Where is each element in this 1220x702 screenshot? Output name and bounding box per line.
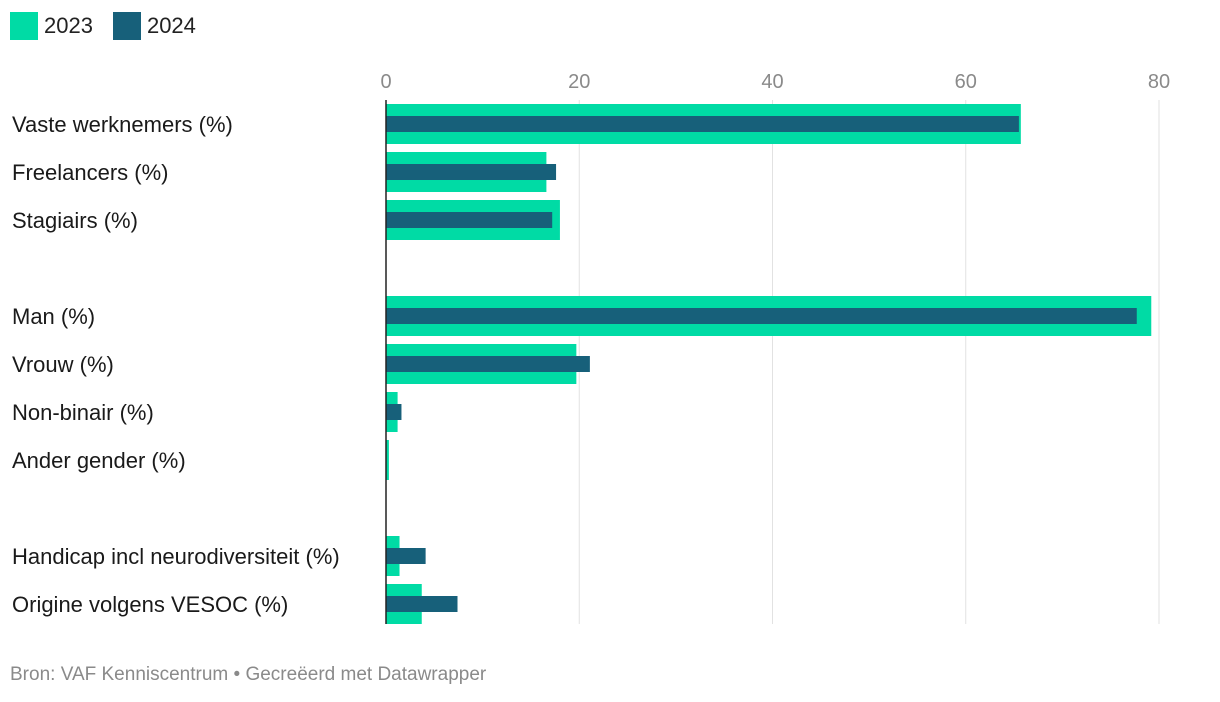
legend-item-2023: 2023 — [10, 12, 93, 40]
source-footer: Bron: VAF Kenniscentrum • Gecreëerd met … — [10, 664, 487, 685]
bar-2024 — [386, 116, 1019, 132]
legend-swatch-2023 — [10, 12, 38, 40]
bar-2024 — [386, 212, 553, 228]
x-tick-label: 40 — [761, 71, 783, 93]
x-tick-label: 80 — [1148, 71, 1170, 93]
bar-2024 — [386, 404, 402, 420]
legend-swatch-2024 — [112, 12, 141, 40]
legend: 2023 2024 — [10, 12, 216, 40]
x-tick-label: 20 — [568, 71, 590, 93]
category-label: Stagiairs (%) — [12, 208, 138, 233]
bar-2024 — [386, 356, 590, 372]
bar-2024 — [386, 308, 1137, 324]
legend-item-2024: 2024 — [112, 12, 196, 40]
bar-2024 — [386, 164, 557, 180]
category-label: Vrouw (%) — [12, 352, 114, 377]
bar-2024 — [386, 596, 458, 612]
category-label: Origine volgens VESOC (%) — [12, 592, 288, 617]
category-label: Handicap incl neurodiversiteit (%) — [12, 544, 340, 569]
x-tick-label: 60 — [955, 71, 977, 93]
category-label: Non-binair (%) — [12, 400, 154, 425]
x-tick-label: 0 — [380, 71, 391, 93]
legend-label-2023: 2023 — [44, 13, 93, 38]
legend-label-2024: 2024 — [146, 13, 196, 38]
category-label: Ander gender (%) — [12, 448, 186, 473]
category-label: Vaste werknemers (%) — [12, 112, 233, 137]
category-label: Freelancers (%) — [12, 160, 168, 185]
category-label: Man (%) — [12, 304, 95, 329]
bar-2024 — [386, 548, 426, 564]
bar-2023 — [386, 440, 389, 480]
